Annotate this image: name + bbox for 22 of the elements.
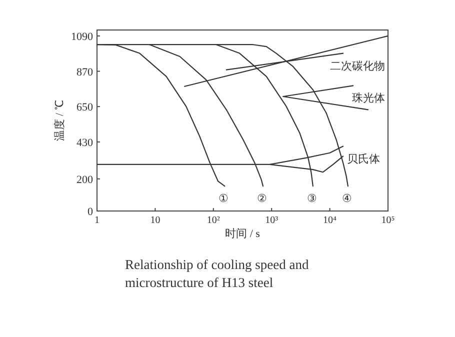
series-label: 贝氏体 xyxy=(347,152,380,166)
y-tick-label: 0 xyxy=(88,206,94,218)
text: Relationship of cooling speed and microstructure of H13 steel xyxy=(125,256,310,292)
xtick: 10² xyxy=(206,215,220,226)
y-tick-label: 870 xyxy=(76,66,94,78)
y-axis-title: 温度 / ℃ xyxy=(53,100,66,141)
xtick: 10³ xyxy=(265,215,278,226)
xtick: 10⁵ xyxy=(381,215,395,226)
xtick: 10⁴ xyxy=(323,215,337,226)
series-label: ① xyxy=(218,193,229,206)
series-label: 二次碳化物 xyxy=(330,60,385,72)
y-tick-label: 200 xyxy=(76,174,94,186)
y-tick-label: 650 xyxy=(76,102,94,114)
series-label: ② xyxy=(257,193,268,206)
y-tick-label: 430 xyxy=(76,136,94,149)
xtick: 10 xyxy=(150,215,160,226)
series-label: ③ xyxy=(306,193,317,206)
series-label: ④ xyxy=(342,193,352,206)
x-axis-title: 时间 / s xyxy=(225,227,260,240)
y-tick-label: 1090 xyxy=(71,30,94,43)
series-label: 珠光体 xyxy=(352,92,385,105)
xtick: 1 xyxy=(94,215,100,226)
